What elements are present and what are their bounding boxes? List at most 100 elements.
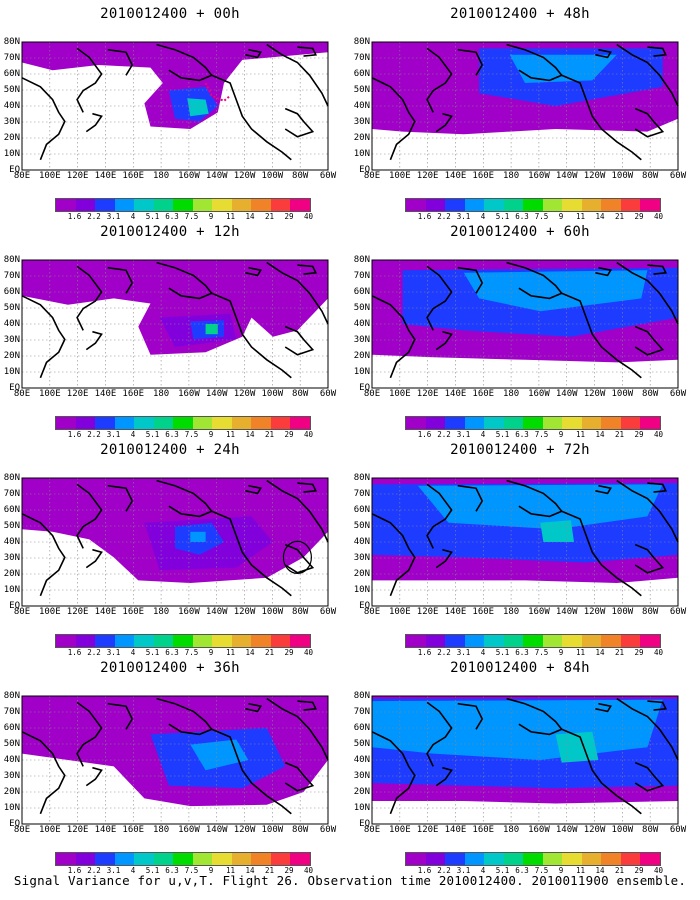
colorbar-swatch xyxy=(425,417,445,429)
latitude-label: 80N xyxy=(3,255,20,265)
latitude-label: 80N xyxy=(353,473,370,483)
colorbar-swatch xyxy=(114,417,134,429)
longitude-label: 60W xyxy=(319,825,337,835)
colorbar-swatch xyxy=(601,199,621,211)
latitude-label: EQ xyxy=(359,165,370,175)
colorbar-swatch xyxy=(56,853,76,865)
colorbar-label: 6.3 xyxy=(515,212,529,221)
longitude-label: 160W xyxy=(178,607,200,617)
coastline xyxy=(561,292,642,379)
colorbar-swatch xyxy=(114,635,134,647)
longitude-label: 80E xyxy=(13,171,31,181)
colorbar-swatch xyxy=(484,635,504,647)
coastline xyxy=(634,761,665,792)
variance-shading xyxy=(22,260,328,355)
colorbar-swatch xyxy=(562,199,582,211)
colorbar-swatch xyxy=(523,199,543,211)
colorbar-swatch xyxy=(192,199,212,211)
colorbar-label: 1.6 xyxy=(417,430,432,439)
colorbar-swatch xyxy=(231,635,251,647)
colorbar-label: 11 xyxy=(575,866,586,875)
colorbar-label: 1.6 xyxy=(67,866,82,875)
colorbar-swatch xyxy=(231,853,251,865)
coastline xyxy=(506,479,563,518)
panel-title: 2010012400 + 48h xyxy=(450,6,590,22)
latitude-label: 50N xyxy=(3,521,20,531)
latitude-label: 80N xyxy=(353,255,370,265)
map-panel: 2010012400 + 12h 80N 70N 60N 50N 40N 30N 20N 10N… xyxy=(0,218,340,439)
longitude-label: 80E xyxy=(363,389,381,399)
colorbar-swatch xyxy=(406,417,426,429)
longitude-label: 80W xyxy=(642,825,659,835)
colorbar-swatch xyxy=(212,853,232,865)
map-frame xyxy=(371,259,679,389)
variance-shading xyxy=(555,731,599,763)
coastline xyxy=(211,728,292,815)
longitude-label: 180 xyxy=(152,171,170,181)
longitude-label: 140E xyxy=(94,607,117,617)
longitude-label: 80W xyxy=(642,171,659,181)
colorbar-swatch xyxy=(56,199,76,211)
colorbar-swatch xyxy=(56,635,76,647)
coastline xyxy=(506,261,563,300)
latitude-label: 50N xyxy=(353,739,370,749)
colorbar-label: 5.1 xyxy=(495,648,510,657)
coastline xyxy=(76,701,103,767)
colorbar-label: 14 xyxy=(595,648,605,657)
colorbar-swatch xyxy=(503,635,523,647)
colorbar-swatch xyxy=(620,853,640,865)
colorbar-swatch xyxy=(464,199,484,211)
latitude-label: 60N xyxy=(3,69,20,79)
longitude-label: 120W xyxy=(233,389,256,399)
colorbar-label: 7.5 xyxy=(184,430,199,439)
colorbar-swatch xyxy=(212,635,232,647)
colorbar xyxy=(55,852,311,866)
colorbar-swatch xyxy=(114,199,134,211)
colorbar-swatch xyxy=(153,417,173,429)
longitude-label: 100W xyxy=(611,389,634,399)
longitude-label: 120E xyxy=(66,171,89,181)
colorbar-swatch xyxy=(95,635,115,647)
map-plot xyxy=(371,259,679,389)
colorbar-label: 2.2 xyxy=(87,648,101,657)
latitude-label: 30N xyxy=(353,117,370,127)
latitude-label: 30N xyxy=(3,117,20,127)
longitude-label: 100E xyxy=(38,825,61,835)
coastline xyxy=(297,700,318,711)
colorbar-label: 40 xyxy=(303,212,314,221)
colorbar-label: 21 xyxy=(614,866,625,875)
coastline xyxy=(297,482,318,493)
latitude-label: 20N xyxy=(353,351,370,361)
colorbar-swatch xyxy=(640,853,660,865)
coastline xyxy=(561,510,642,597)
colorbar-swatch xyxy=(173,199,193,211)
colorbar-label: 4 xyxy=(130,430,136,439)
colorbar-swatch xyxy=(445,853,465,865)
colorbar-swatch xyxy=(270,199,290,211)
coastline xyxy=(616,479,679,543)
colorbar-swatch xyxy=(231,199,251,211)
latitude-label: 80N xyxy=(353,37,370,47)
map-frame xyxy=(371,41,679,171)
colorbar-label: 9 xyxy=(208,430,214,439)
latitude-label: 50N xyxy=(353,521,370,531)
panel-title: 2010012400 + 12h xyxy=(100,224,240,240)
colorbar-label: 6.3 xyxy=(515,866,529,875)
colorbar-swatch xyxy=(173,635,193,647)
colorbar-label: 5.1 xyxy=(145,866,160,875)
variance-shading xyxy=(22,42,328,129)
longitude-label: 80W xyxy=(292,825,309,835)
longitude-label: 160E xyxy=(122,825,145,835)
longitude-label: 160E xyxy=(122,171,145,181)
colorbar-swatch xyxy=(620,417,640,429)
colorbar xyxy=(405,852,661,866)
longitude-label: 100E xyxy=(38,607,61,617)
coastline xyxy=(506,43,563,82)
map-frame xyxy=(21,259,329,389)
coastline xyxy=(371,295,416,379)
colorbar-swatch xyxy=(601,417,621,429)
colorbar-label: 4 xyxy=(480,212,486,221)
colorbar-label: 2.2 xyxy=(437,866,451,875)
colorbar-swatch xyxy=(640,199,660,211)
colorbar-swatch xyxy=(153,853,173,865)
